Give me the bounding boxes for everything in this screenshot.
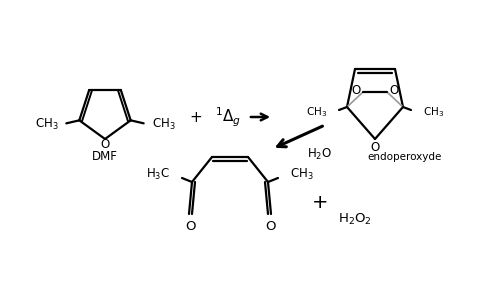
Text: H$_2$O: H$_2$O	[307, 147, 332, 162]
Text: +: +	[312, 193, 328, 212]
Text: +: +	[190, 110, 202, 125]
Text: H$_2$O$_2$: H$_2$O$_2$	[338, 212, 372, 226]
Text: O: O	[370, 141, 380, 154]
Text: CH$_3$: CH$_3$	[34, 117, 58, 132]
Text: endoperoxyde: endoperoxyde	[368, 152, 442, 162]
Text: CH$_3$: CH$_3$	[423, 105, 444, 119]
Text: O: O	[265, 220, 275, 233]
Text: CH$_3$: CH$_3$	[290, 166, 314, 182]
Text: O: O	[389, 84, 398, 98]
Text: O: O	[100, 138, 110, 151]
Text: O: O	[352, 84, 361, 98]
Text: CH$_3$: CH$_3$	[152, 117, 176, 132]
Text: DMF: DMF	[92, 150, 118, 164]
Text: H$_3$C: H$_3$C	[146, 166, 170, 182]
Text: O: O	[185, 220, 195, 233]
Text: CH$_3$: CH$_3$	[306, 105, 327, 119]
Text: $^1\Delta_g$: $^1\Delta_g$	[215, 105, 242, 129]
